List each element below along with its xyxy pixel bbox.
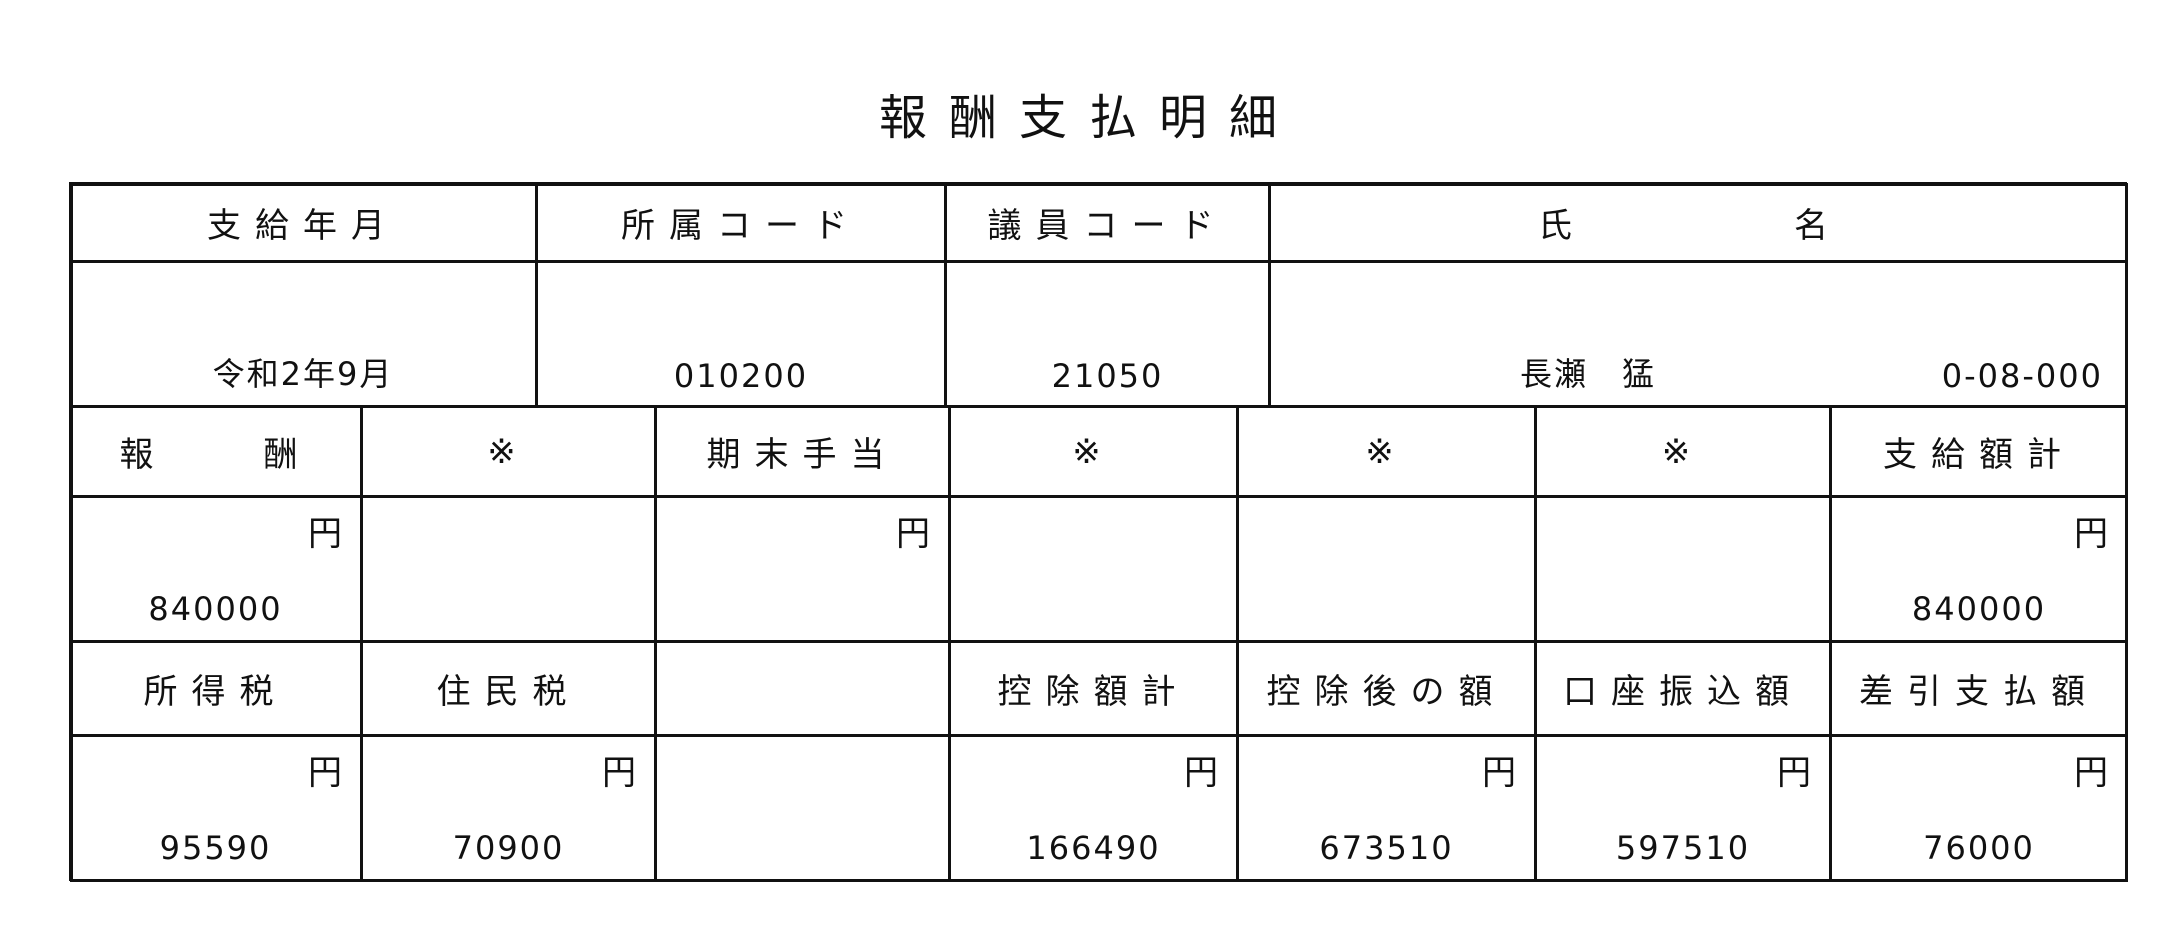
payments-label-cell: ※ [1237,406,1536,497]
yen-unit: 円 [1184,753,1218,793]
deductions-amount: 166490 [1026,829,1161,867]
deductions-label-cell: 控除後の額 [1237,641,1536,736]
payments-value-cell: 円 840000 [1830,496,2128,642]
affiliation-code-value: 010200 [673,357,809,395]
header-member-code: 議員コード [945,182,1270,262]
pay-month-value: 令和2年9月 [212,355,394,393]
yen-unit: 円 [896,514,930,554]
yen-unit: 円 [2074,514,2108,554]
name-code-value: 0-08-000 [1941,357,2103,395]
member-code-value: 21050 [1051,357,1164,395]
member-code-cell: 21050 [945,261,1270,407]
deductions-label-cell: 差引支払額 [1830,641,2128,736]
header-name: 氏 名 [1269,182,2127,262]
deductions-label-cell: 口座振込額 [1535,641,1831,736]
deductions-amount: 673510 [1319,829,1454,867]
name-cell: 長瀬 猛 0-08-000 [1269,261,2127,407]
deductions-amount: 95590 [159,829,272,867]
pay-month-cell: 令和2年9月 [69,261,537,407]
yen-unit: 円 [2074,753,2108,793]
header-pay-month: 支給年月 [69,182,537,262]
payments-value-cell: 円 840000 [69,496,362,642]
header-affiliation-code: 所属コード [536,182,946,262]
deductions-amount: 76000 [1923,829,2035,867]
deductions-value-cell: 円 95590 [69,735,362,881]
payments-amount: 840000 [1911,590,2047,628]
payments-value-cell [1535,496,1831,642]
deductions-amount: 70900 [452,829,565,867]
deductions-value-cell: 円 597510 [1535,735,1831,881]
payments-value-cell [361,496,656,642]
payments-label-cell: 報 酬 [69,406,362,497]
payments-value-cell: 円 [655,496,950,642]
yen-unit: 円 [1777,753,1811,793]
payments-label-cell: ※ [361,406,656,497]
yen-unit: 円 [308,514,342,554]
yen-unit: 円 [602,753,636,793]
yen-unit: 円 [1482,753,1516,793]
payments-label-cell: 支給額計 [1830,406,2128,497]
document-title: 報酬支払明細 [878,90,1299,146]
deductions-label-cell: 控除額計 [949,641,1238,736]
yen-unit: 円 [308,753,342,793]
deductions-amount: 597510 [1615,829,1751,867]
affiliation-code-cell: 010200 [536,261,946,407]
name-value: 長瀬 猛 [1519,355,1656,393]
deductions-value-cell: 円 166490 [949,735,1238,881]
deductions-value-cell: 円 70900 [361,735,656,881]
deductions-label-cell: 住民税 [361,641,656,736]
payments-value-cell [949,496,1238,642]
deductions-value-cell [655,735,950,881]
payments-label-cell: ※ [949,406,1238,497]
payments-amount: 840000 [148,590,283,628]
payments-label-cell: 期末手当 [655,406,950,497]
payments-value-cell [1237,496,1536,642]
deductions-value-cell: 円 673510 [1237,735,1536,881]
deductions-label-cell [655,641,950,736]
payments-label-cell: ※ [1535,406,1831,497]
deductions-value-cell: 円 76000 [1830,735,2128,881]
deductions-label-cell: 所得税 [69,641,362,736]
